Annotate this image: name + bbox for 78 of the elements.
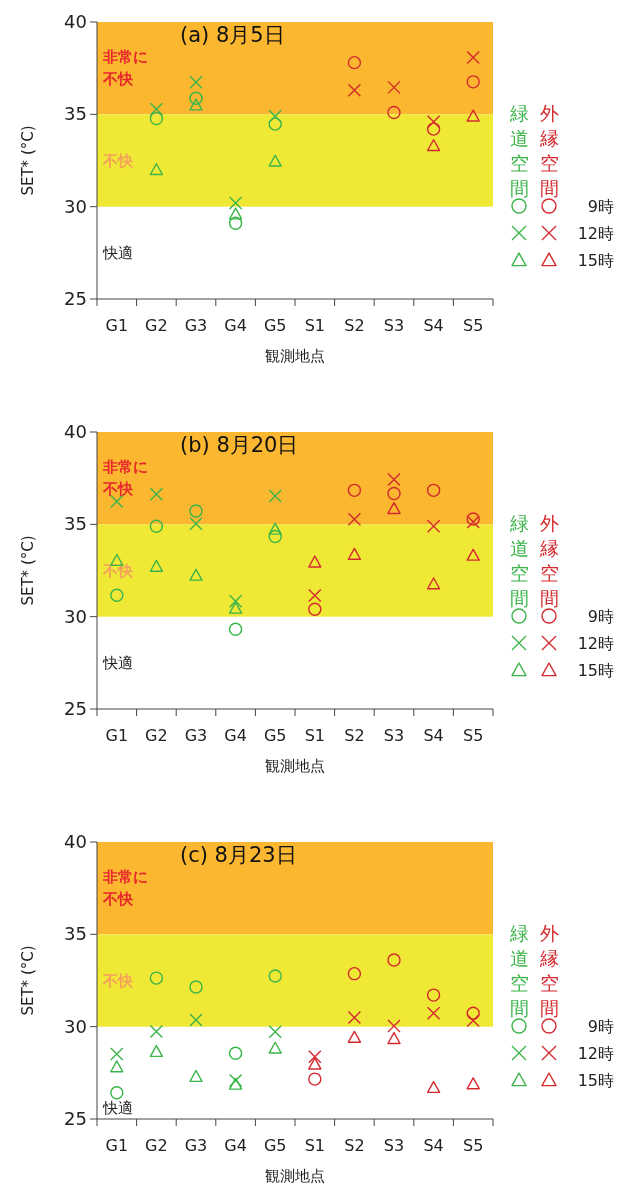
y-tick-label: 25 [64,1108,87,1129]
y-tick-label: 40 [64,421,87,442]
x-tick-label: G5 [263,1136,287,1155]
x-tick-label: G3 [184,726,208,745]
band-label: 非常に不快 [102,48,148,89]
y-tick-label: 25 [64,288,87,309]
y-tick-label: 30 [64,1015,87,1037]
legend-label: 12時 [577,224,614,243]
y-axis-title: SET* (°C) [19,125,37,196]
legend-label: 12時 [577,634,614,653]
y-tick-label: 35 [64,103,87,125]
band-label: 不快 [102,971,134,990]
y-axis-title: SET* (°C) [19,535,37,606]
x-axis-title: 観測地点 [265,347,325,365]
x-tick-label: G4 [224,726,247,745]
x-tick-label: S3 [383,726,405,745]
y-tick-label: 25 [64,698,87,719]
x-tick-label: G2 [145,1136,168,1155]
y-tick-label: 35 [64,923,87,945]
y-tick-label: 40 [64,11,87,32]
x-tick-label: G4 [224,1136,247,1155]
x-tick-label: G3 [184,1136,208,1155]
legend-label: 9時 [587,607,614,626]
x-tick-label: S4 [423,316,444,335]
x-tick-label: G4 [224,316,247,335]
legend-label: 15時 [577,1071,614,1090]
y-tick-label: 40 [64,831,87,852]
x-tick-label: S1 [304,316,325,335]
x-tick-label: S5 [463,1136,484,1155]
point [228,207,243,220]
x-tick-label: G2 [145,726,168,745]
text: 外縁空間 [538,102,559,199]
x-tick-label: G2 [145,316,168,335]
y-tick-label: 30 [64,605,87,627]
x-tick-label: G1 [105,1136,129,1155]
x-tick-label: S2 [344,316,365,335]
legend-label: 15時 [577,661,614,680]
point [189,98,203,111]
x-axis-title: 観測地点 [265,757,325,775]
x-tick-label: S1 [304,1136,325,1155]
x-tick-label: S4 [423,1136,444,1155]
x-tick-label: G1 [105,316,129,335]
y-axis-title: SET* (°C) [19,945,37,1016]
text: 緑道空間 [508,512,529,609]
x-tick-label: G1 [105,726,129,745]
legend-label: 12時 [577,1044,614,1063]
y-tick-label: 30 [64,195,87,217]
x-tick-label: G5 [263,726,287,745]
band-label: 非常に不快 [102,868,148,909]
x-tick-label: S5 [463,726,484,745]
x-tick-label: S2 [344,1136,365,1155]
band-label: 非常に不快 [102,458,148,499]
point [268,154,282,167]
text: 外縁空間 [538,922,559,1019]
x-tick-label: G3 [184,316,208,335]
annotation: 快適 [102,243,133,262]
legend-label: 9時 [587,197,614,216]
x-tick-label: S2 [344,726,365,745]
x-tick-label: S5 [463,316,484,335]
chart-title: (b) 8月20日 [180,433,299,457]
annotation: 快適 [102,653,133,672]
x-tick-label: S4 [423,726,444,745]
annotation: 快適 [102,1099,133,1117]
legend-label: 9時 [587,1017,614,1036]
legend-label: 15時 [577,251,614,270]
y-tick-label: 35 [64,513,87,535]
chart-title: (a) 8月5日 [180,23,285,47]
text: 外縁空間 [538,512,559,609]
x-axis-title: 観測地点 [265,1167,325,1185]
x-tick-label: S1 [304,726,325,745]
x-tick-label: S3 [383,1136,405,1155]
x-tick-label: S3 [383,316,405,335]
text: 緑道空間 [508,102,529,199]
x-tick-label: G5 [263,316,287,335]
text: 緑道空間 [508,922,529,1019]
band-label: 不快 [102,151,134,170]
chart-title: (c) 8月23日 [180,843,297,867]
point [149,163,164,176]
